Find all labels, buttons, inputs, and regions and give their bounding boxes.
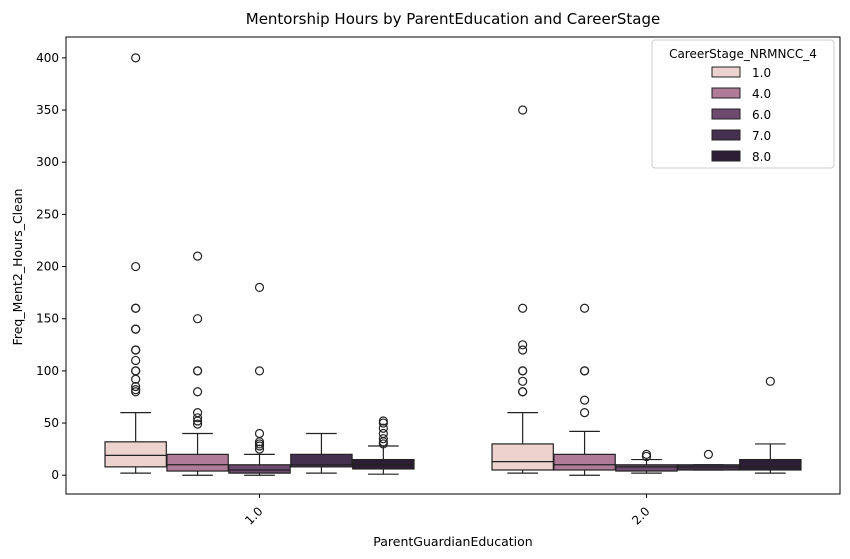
- outlier-point: [518, 105, 528, 115]
- outlier-point: [131, 261, 141, 272]
- outlier-point: [192, 413, 203, 423]
- legend-label: 4.0: [752, 87, 771, 101]
- legend-label: 7.0: [752, 129, 771, 143]
- box-7.0-1.0: [290, 432, 353, 474]
- outlier-point: [192, 366, 203, 376]
- y-tick-label: 100: [36, 364, 59, 378]
- x-axis-label: ParentGuardianEducation: [373, 534, 532, 549]
- box-6.0-1.0: [228, 282, 291, 476]
- outlier-point: [579, 366, 590, 376]
- legend-swatch: [711, 66, 741, 78]
- box-6.0-2.0: [615, 449, 678, 474]
- iqr-box: [491, 443, 554, 471]
- iqr-box: [290, 453, 353, 468]
- outlier-point: [131, 355, 141, 366]
- legend-swatch: [711, 87, 741, 99]
- x-axis: 1.0 2.0: [242, 494, 653, 528]
- legend-swatch: [711, 150, 741, 162]
- x-tick-label: 2.0: [629, 504, 652, 527]
- outlier-point: [579, 395, 590, 405]
- outlier-point: [518, 366, 528, 376]
- chart-title: Mentorship Hours by ParentEducation and …: [246, 10, 661, 28]
- y-tick-label: 50: [44, 416, 59, 430]
- outlier-point: [641, 449, 652, 459]
- outlier-point: [192, 419, 203, 429]
- iqr-box: [104, 441, 167, 468]
- x-tick-label: 1.0: [242, 504, 265, 527]
- iqr-box: [228, 464, 291, 474]
- box-8.0-1.0: [352, 416, 415, 475]
- outlier-point: [518, 303, 528, 313]
- y-tick-label: 300: [36, 155, 59, 169]
- outlier-point: [131, 381, 141, 392]
- outlier-point: [518, 340, 528, 350]
- legend-title: CareerStage_NRMNCC_4: [669, 47, 817, 61]
- outlier-point: [192, 251, 203, 261]
- outlier-point: [131, 366, 141, 376]
- outlier-point: [378, 416, 388, 426]
- outlier-point: [765, 376, 775, 386]
- outlier-point: [131, 303, 141, 313]
- y-tick-label: 350: [36, 103, 59, 117]
- outlier-point: [192, 314, 203, 324]
- outlier-point: [378, 423, 388, 433]
- box-8.0-2.0: [739, 376, 802, 474]
- outlier-point: [131, 53, 141, 63]
- iqr-box: [615, 464, 678, 472]
- outlier-point: [518, 376, 528, 386]
- outlier-point: [131, 385, 141, 395]
- y-tick-label: 400: [36, 51, 59, 65]
- outlier-point: [579, 408, 590, 418]
- y-tick-label: 200: [36, 260, 59, 274]
- legend-swatch: [711, 108, 741, 120]
- outlier-point: [518, 387, 528, 397]
- legend: CareerStage_NRMNCC_4 1.0 4.0 6.0 7.0 8.0: [651, 39, 835, 169]
- y-axis: 0 50 100 150 200 250 300 350 400: [36, 51, 66, 482]
- outlier-point: [254, 444, 265, 454]
- outlier-point: [192, 408, 203, 418]
- box-1.0-2.0: [491, 105, 554, 474]
- iqr-box: [739, 458, 802, 471]
- y-tick-label: 150: [36, 312, 59, 326]
- legend-label: 6.0: [752, 108, 771, 122]
- box-7.0-2.0: [677, 449, 740, 471]
- box-4.0-2.0: [553, 303, 616, 476]
- outlier-point: [378, 428, 388, 439]
- legend-frame: [651, 39, 835, 169]
- legend-label: 1.0: [752, 66, 771, 80]
- outlier-point: [518, 345, 528, 355]
- box-4.0-1.0: [166, 251, 229, 476]
- box-1.0-1.0: [104, 53, 167, 474]
- outlier-point: [254, 428, 265, 439]
- plot-frame: [65, 36, 841, 495]
- outlier-point: [192, 387, 203, 397]
- outlier-point: [131, 324, 141, 334]
- plot-area: [65, 36, 841, 495]
- iqr-box: [553, 453, 616, 471]
- y-tick-label: 250: [36, 207, 59, 221]
- outlier-point: [131, 345, 141, 355]
- outlier-point: [378, 434, 388, 444]
- iqr-box: [166, 453, 229, 472]
- legend-label: 8.0: [752, 150, 771, 164]
- outlier-point: [254, 282, 265, 293]
- outlier-point: [254, 366, 265, 376]
- y-tick-label: 0: [51, 468, 59, 482]
- y-axis-label: Freq_Ment2_Hours_Clean: [10, 189, 25, 346]
- legend-swatch: [711, 129, 741, 141]
- outlier-point: [703, 449, 714, 459]
- outlier-point: [579, 303, 590, 313]
